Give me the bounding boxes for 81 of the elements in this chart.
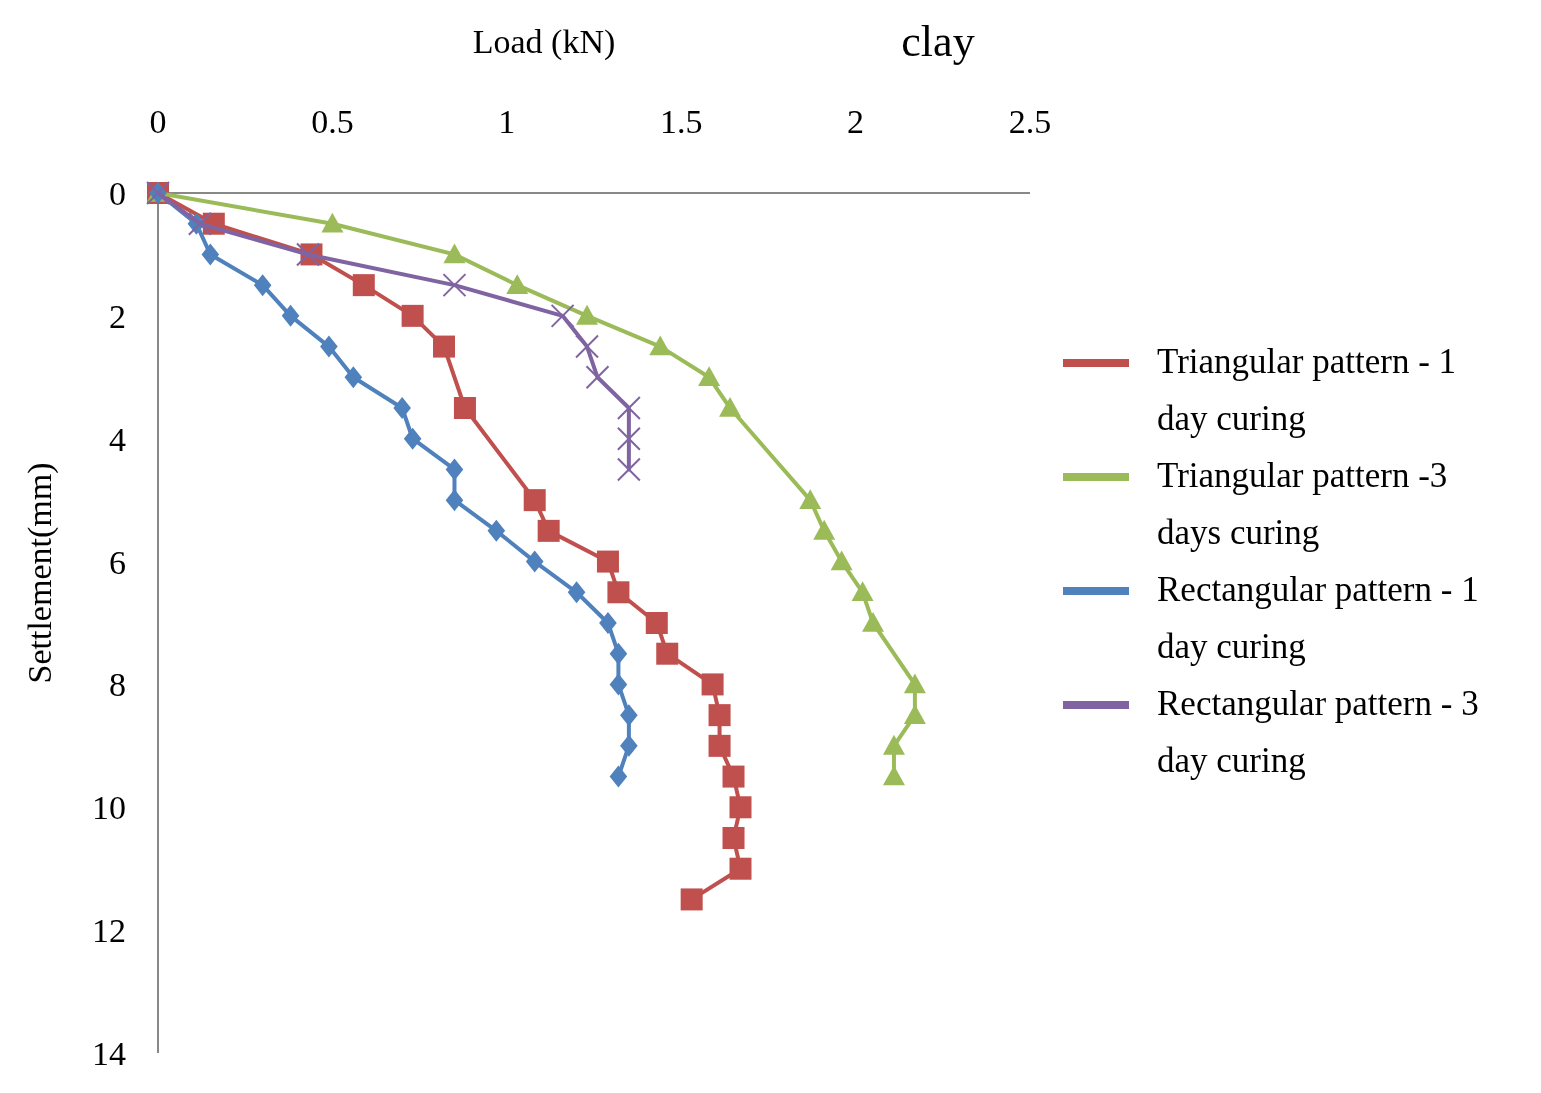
x-tick-label: 2.5 [1008, 103, 1052, 140]
y-tick-label: 12 [92, 912, 126, 950]
point [680, 888, 703, 911]
point [295, 242, 320, 267]
point [616, 396, 641, 420]
point [187, 211, 212, 236]
x-tick-label: 1.5 [659, 103, 703, 140]
point [813, 519, 836, 540]
point [903, 704, 926, 724]
point [575, 334, 600, 359]
legend-label: Rectangular pattern - 3 day curing [1157, 684, 1479, 780]
legend-label: Triangular pattern -3 days curing [1157, 456, 1448, 552]
point [656, 642, 679, 665]
point [403, 427, 422, 450]
point [609, 765, 628, 788]
point [722, 827, 745, 849]
x-axis-title: Load (kN) [472, 23, 616, 61]
point [649, 335, 672, 356]
point [525, 550, 544, 573]
point [616, 426, 641, 451]
y-tick-label: 4 [109, 420, 126, 458]
point [722, 765, 745, 788]
point [487, 519, 506, 542]
chart-title: clay [901, 17, 975, 66]
x-tick-label: 2 [847, 103, 865, 140]
x-tick-label: 1 [498, 103, 516, 140]
y-tick-label: 0 [109, 175, 126, 212]
point [453, 397, 476, 419]
point [620, 734, 638, 757]
legend-label: Rectangular pattern - 1 day curing [1157, 570, 1479, 666]
point [830, 550, 853, 571]
point [698, 366, 721, 387]
point [550, 303, 575, 328]
x-tick-label: 0.5 [311, 103, 354, 140]
y-tick-label: 8 [109, 666, 126, 704]
point [281, 304, 300, 327]
point [445, 458, 464, 481]
point [445, 489, 464, 512]
point [393, 397, 411, 419]
point [599, 612, 617, 634]
point [616, 457, 641, 482]
point [344, 366, 363, 389]
point [576, 304, 599, 325]
point [851, 581, 874, 602]
y-tick-label: 6 [109, 543, 126, 581]
point [701, 673, 724, 696]
point [443, 243, 466, 264]
y-tick-label: 10 [92, 789, 126, 827]
point [352, 274, 375, 297]
point [708, 734, 731, 757]
y-axis-title: Settlement(mm) [21, 462, 59, 684]
point [320, 335, 338, 358]
legend-label: Triangular pattern - 1 day curing [1157, 342, 1457, 438]
point [609, 642, 628, 665]
point [620, 704, 638, 727]
point [567, 581, 586, 604]
point [862, 612, 885, 632]
point [321, 212, 344, 233]
point [799, 489, 822, 509]
point [401, 304, 424, 327]
point [596, 550, 619, 573]
point [729, 857, 752, 880]
point [729, 796, 752, 819]
point [523, 489, 546, 512]
point [882, 734, 905, 755]
point [585, 365, 610, 390]
point [201, 243, 220, 266]
point [506, 274, 529, 294]
point [253, 274, 272, 297]
x-tick-label: 0 [149, 103, 167, 140]
point [609, 673, 628, 696]
point [433, 335, 456, 358]
y-tick-label: 14 [92, 1035, 126, 1072]
point [442, 273, 467, 298]
point [607, 581, 630, 604]
y-tick-label: 2 [109, 297, 126, 335]
point [645, 612, 668, 634]
point [708, 704, 731, 727]
point [537, 519, 560, 542]
point [719, 397, 742, 417]
point [903, 673, 926, 694]
